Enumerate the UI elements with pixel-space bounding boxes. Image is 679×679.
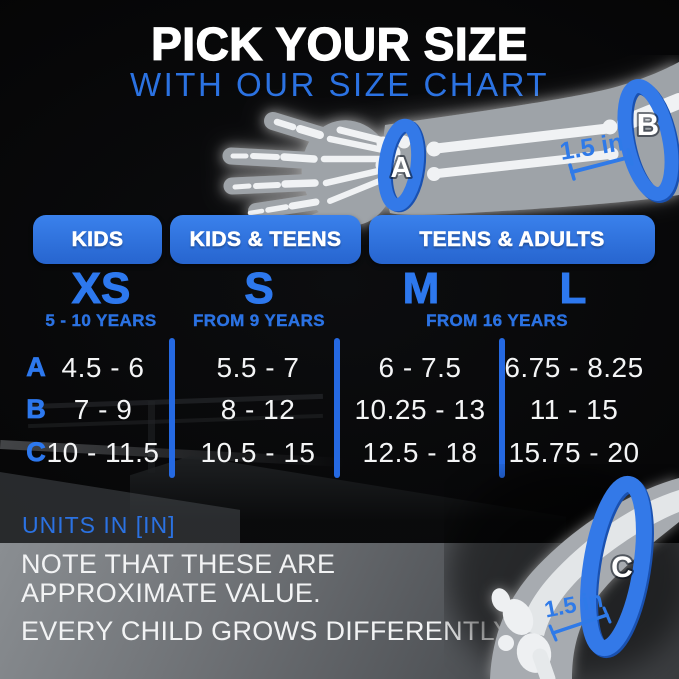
measurement-cell: 12.5 - 18 <box>362 437 478 468</box>
row-label-a: A <box>26 352 46 383</box>
band-a: A <box>377 118 427 213</box>
column-divider <box>169 338 175 478</box>
group-tab-kids-teens[interactable]: KIDS & TEENS <box>170 215 361 264</box>
measurement-cell: 8 - 12 <box>220 394 296 425</box>
band-b-label: B <box>637 107 659 142</box>
measurement-cell: 6.75 - 8.25 <box>504 352 644 383</box>
measurement-cell: 11 - 15 <box>529 394 619 425</box>
measurement-cell: 10.25 - 13 <box>354 394 486 425</box>
band-a-label: A <box>391 152 412 184</box>
disclaimer-line: EVERY CHILD GROWS DIFFERENTLY <box>21 616 512 646</box>
measurement-cell: 10 - 11.5 <box>46 437 160 468</box>
row-label-c: C <box>26 437 46 468</box>
disclaimer-line: NOTE THAT THESE ARE <box>21 549 336 579</box>
knee-xray-diagram: C 1.5 in <box>444 466 679 679</box>
page-title: PICK YOUR SIZE <box>150 17 528 70</box>
size-header-xs: XS <box>71 264 131 314</box>
measurement-cell: 15.75 - 20 <box>508 437 640 468</box>
group-tab-teens-adults[interactable]: TEENS & ADULTS <box>369 215 655 264</box>
column-divider <box>499 338 505 478</box>
measurement-cell: 4.5 - 6 <box>61 352 145 383</box>
age-label-xs: 5 - 10 YEARS <box>45 311 157 330</box>
group-tab-kids[interactable]: KIDS <box>33 215 162 264</box>
size-header-s: S <box>244 264 274 314</box>
measurement-cell: 5.5 - 7 <box>216 352 300 383</box>
knee-bones <box>491 588 556 679</box>
band-b: B <box>617 79 679 203</box>
age-label-m-l: FROM 16 YEARS <box>426 311 568 330</box>
band-c: C <box>580 475 654 659</box>
measurement-cell: 7 - 9 <box>73 394 133 425</box>
size-header-m: M <box>402 264 440 314</box>
units-note: UNITS IN [IN] <box>22 512 176 538</box>
measurement-cell: 6 - 7.5 <box>378 352 462 383</box>
size-header-l: L <box>559 264 587 314</box>
band-c-label: C <box>611 551 633 584</box>
disclaimer-line: APPROXIMATE VALUE. <box>21 578 321 608</box>
column-divider <box>334 338 340 478</box>
page-subtitle: WITH OUR SIZE CHART <box>129 66 550 103</box>
bg-rail-post <box>148 401 155 473</box>
age-label-s: FROM 9 YEARS <box>192 311 326 330</box>
row-label-b: B <box>26 394 46 425</box>
measurement-cell: 10.5 - 15 <box>200 437 316 468</box>
